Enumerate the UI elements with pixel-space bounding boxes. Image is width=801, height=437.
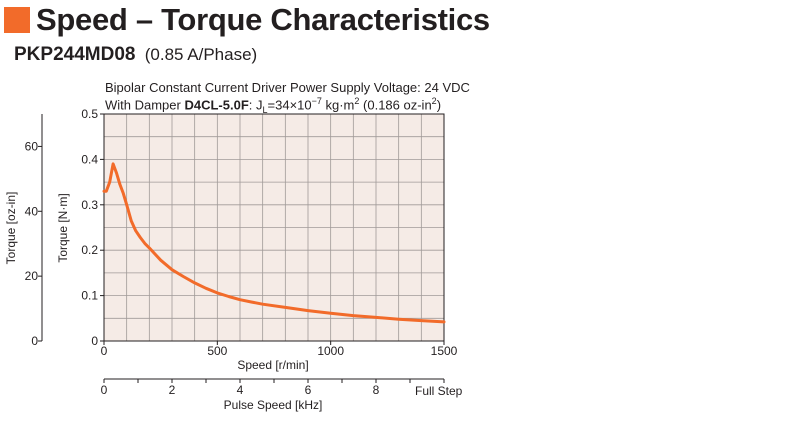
y2-axis-label: Torque [oz-in] <box>4 192 18 265</box>
x2-tick-label: 6 <box>305 383 312 397</box>
y-tick-label: 0.5 <box>81 107 98 121</box>
x2-tick-label: 0 <box>101 383 108 397</box>
x-axis-label: Speed [r/min] <box>237 358 308 372</box>
inertia-e: ) <box>436 97 442 113</box>
inertia-c: kg·m <box>321 97 355 113</box>
inertia-sub: L <box>262 104 268 115</box>
inertia-d: (0.186 oz-in <box>359 97 432 113</box>
damper-model: D4CL-5.0F <box>184 97 249 113</box>
y-axis-label: Torque [N·m] <box>56 193 70 262</box>
y2-tick-label: 20 <box>25 269 39 283</box>
y-tick-label: 0 <box>91 334 98 348</box>
inertia-a: : J <box>248 97 263 113</box>
inertia-exp3: 2 <box>431 96 437 106</box>
x-tick-label: 1500 <box>431 344 458 358</box>
chart-title-block: Speed – Torque Characteristics <box>4 2 490 38</box>
y2-tick-label: 0 <box>31 334 38 348</box>
x-tick-label: 1000 <box>317 344 344 358</box>
current-rating: (0.85 A/Phase) <box>144 45 258 64</box>
x2-unit-note: Full Step <box>415 384 463 398</box>
inertia-exp2: 2 <box>354 96 360 106</box>
x2-tick-label: 2 <box>169 383 176 397</box>
inertia-b: =34×10 <box>267 97 312 113</box>
x2-tick-label: 8 <box>373 383 380 397</box>
damper-conditions-line: With Damper D4CL-5.0F: JL=34×10−7 kg·m2 … <box>105 96 441 115</box>
inertia-exp: −7 <box>311 96 322 106</box>
damper-prefix: With Damper <box>105 97 185 113</box>
driver-conditions-line: Bipolar Constant Current Driver Power Su… <box>105 80 470 95</box>
model-subtitle: PKP244MD08 (0.85 A/Phase) <box>14 44 257 66</box>
torque-curve <box>102 162 446 324</box>
x2-axis-label: Pulse Speed [kHz] <box>224 398 323 412</box>
y-tick-label: 0.4 <box>81 152 98 166</box>
plot-frame <box>103 113 445 342</box>
y-tick-label: 0.2 <box>81 243 98 257</box>
x-tick-label: 500 <box>207 344 227 358</box>
x-tick-label: 0 <box>101 344 108 358</box>
y2-tick-label: 40 <box>25 204 39 218</box>
model-name: PKP244MD08 <box>14 44 136 65</box>
x2-tick-label: 4 <box>237 383 244 397</box>
y2-tick-label: 60 <box>25 139 39 153</box>
y-tick-label: 0.1 <box>81 289 98 303</box>
page-title: Speed – Torque Characteristics <box>36 2 490 37</box>
title-accent-square <box>4 7 30 33</box>
y-tick-label: 0.3 <box>81 198 98 212</box>
